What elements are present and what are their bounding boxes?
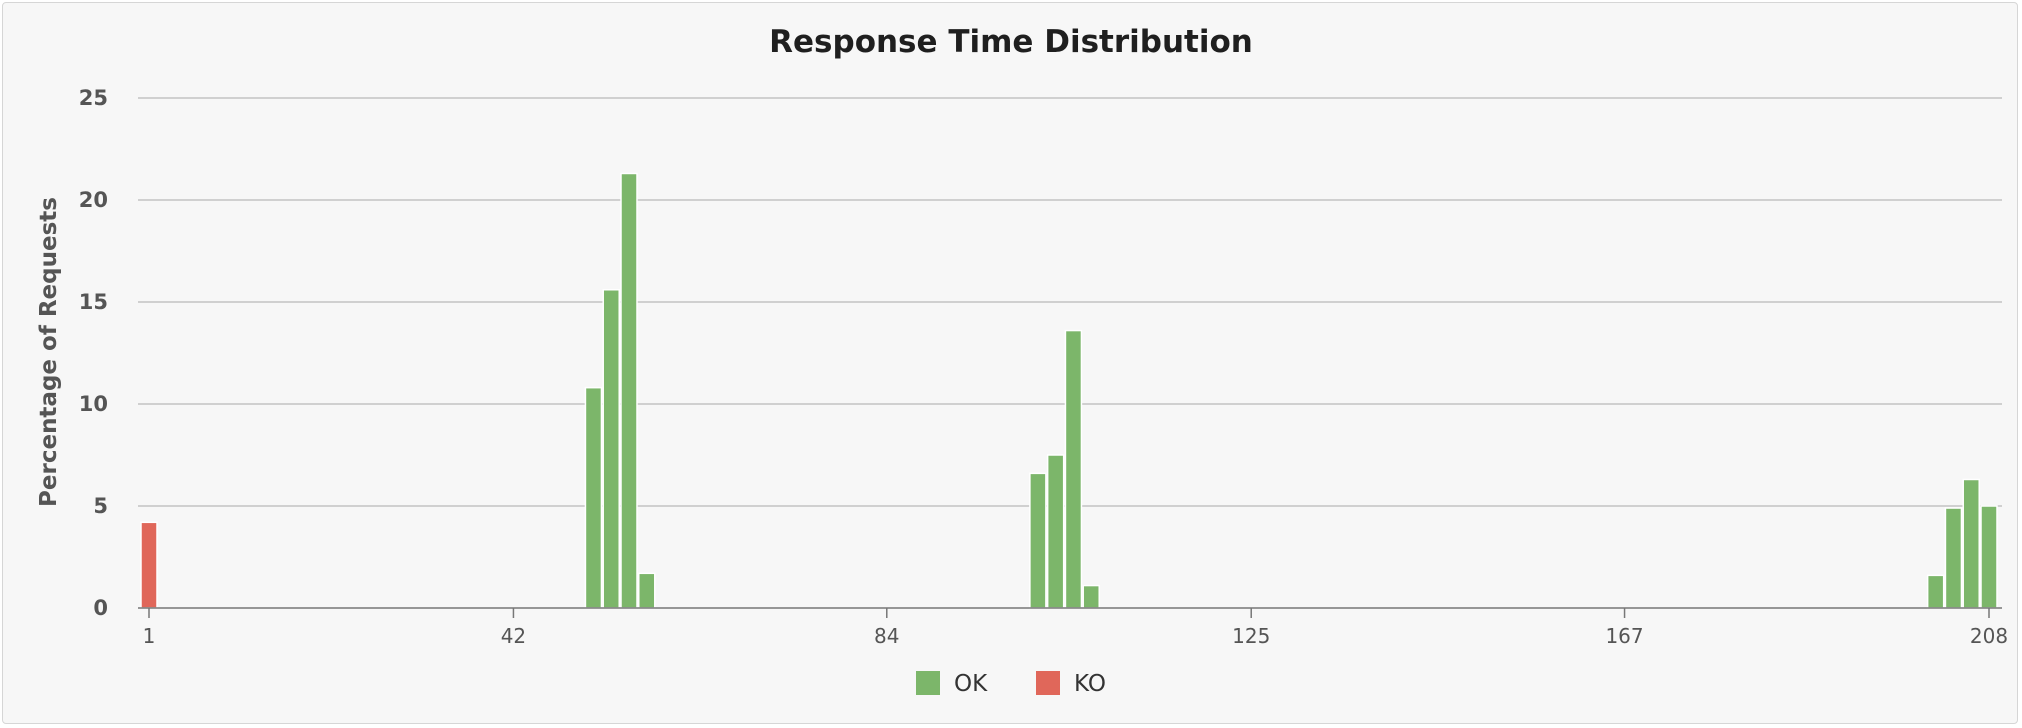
x-tick-label: 167 [1605,624,1643,648]
x-tick-label: 125 [1232,624,1270,648]
y-tick-label: 20 [79,188,108,212]
y-tick-label: 5 [93,494,108,518]
legend: OK KO [916,671,1106,697]
legend-label-ok[interactable]: OK [954,671,988,697]
bar-ok-105 [1064,329,1083,609]
bar-ok-208 [1980,505,1998,609]
bar-ok-107 [1082,584,1100,609]
bar-ok-206 [1962,478,1980,609]
bar-ok-53 [602,289,620,609]
y-tick-label: 25 [79,86,108,110]
y-axis-label: Percentage of Requests [36,197,62,507]
x-tick-label: 84 [874,624,899,648]
bar-ok-101 [1029,472,1047,609]
chart-title: Response Time Distribution [769,24,1253,60]
legend-swatch-ko[interactable] [1036,671,1060,695]
x-axis: 1 42 84 125 167 208 [138,607,2008,648]
legend-label-ko[interactable]: KO [1074,671,1106,697]
x-tick-label: 1 [143,624,156,648]
bar-ok-204 [1944,507,1963,609]
bar-ok-103 [1046,454,1065,609]
y-tick-label: 10 [79,392,108,416]
bar-ok-51 [584,386,603,609]
x-tick-label: 42 [501,624,526,648]
bar-ok-55 [620,172,638,609]
y-tick-label: 15 [79,290,108,314]
x-tick-label: 208 [1970,624,2008,648]
y-tick-label: 0 [93,596,108,620]
bars [140,172,1998,609]
bar-ok-202 [1926,574,1945,609]
legend-swatch-ok[interactable] [916,671,940,695]
bar-ko-1 [140,521,158,609]
grid-lines: 0 5 10 15 20 25 [79,86,2002,620]
bar-ok-57 [638,572,656,609]
